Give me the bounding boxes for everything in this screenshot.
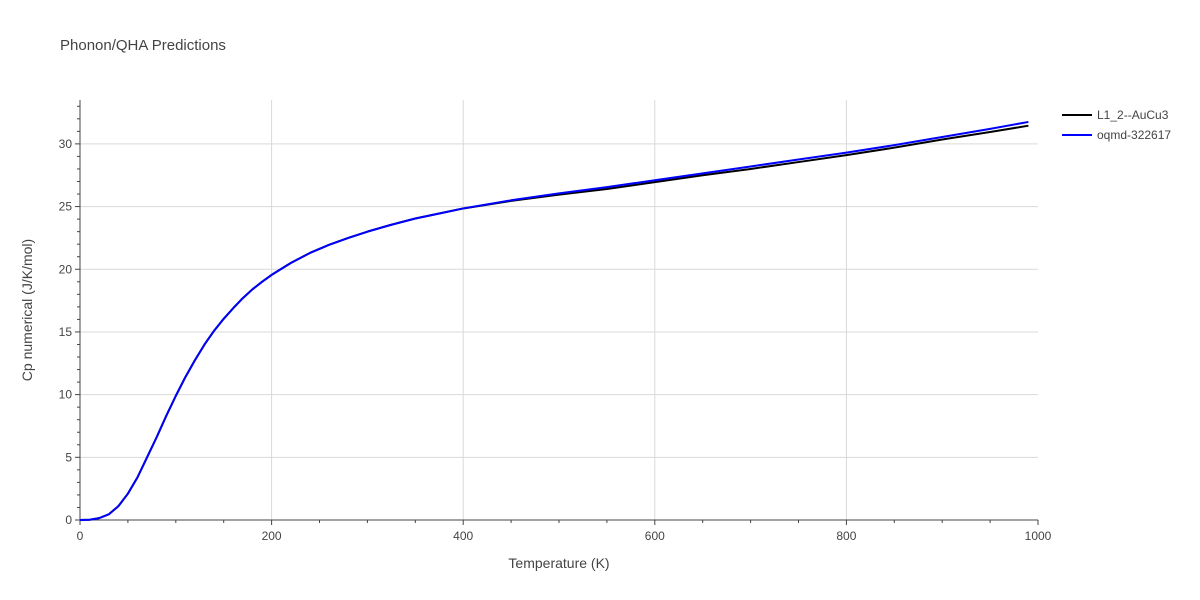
y-tick-label: 15: [59, 325, 73, 339]
x-tick-label: 400: [453, 529, 473, 543]
series-line-1: [79, 124, 1029, 521]
y-tick-label: 5: [65, 450, 72, 464]
legend: L1_2--AuCu3 oqmd-322617: [1062, 108, 1171, 142]
y-axis-label: Cp numerical (J/K/mol): [19, 239, 35, 381]
series-line-2: [79, 120, 1029, 521]
y-tick-label: 20: [59, 262, 73, 276]
legend-label-2: oqmd-322617: [1097, 128, 1171, 142]
x-axis-label: Temperature (K): [508, 555, 609, 571]
series-group: [79, 120, 1029, 521]
grid: [80, 100, 1038, 520]
axes: 0 200 400 600 800 1000 0 5 10 15 20 25 30: [59, 100, 1052, 543]
y-tick-label: 25: [59, 200, 73, 214]
y-tick-label: 0: [65, 513, 72, 527]
x-tick-label: 0: [77, 529, 84, 543]
y-tick-label: 30: [59, 137, 73, 151]
x-tick-label: 600: [645, 529, 665, 543]
x-tick-label: 1000: [1025, 529, 1052, 543]
x-tick-label: 800: [836, 529, 856, 543]
y-tick-label: 10: [59, 388, 73, 402]
legend-label-1: L1_2--AuCu3: [1097, 108, 1169, 122]
chart-title: Phonon/QHA Predictions: [60, 37, 226, 54]
x-tick-label: 200: [262, 529, 282, 543]
